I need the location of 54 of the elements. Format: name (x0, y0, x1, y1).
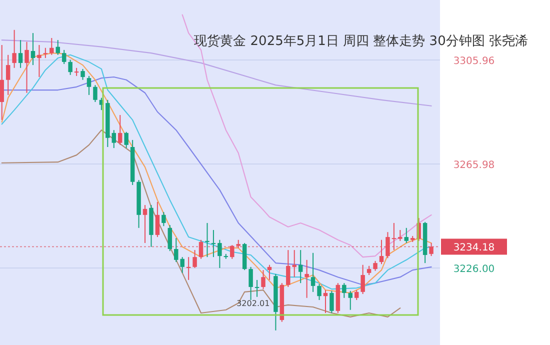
candlestick (68, 59, 72, 76)
candlestick (124, 131, 128, 149)
candlestick (142, 204, 148, 244)
candlestick (261, 270, 266, 290)
candlestick (330, 290, 334, 314)
candlestick (112, 130, 116, 149)
candlestick (323, 290, 328, 314)
annotation: 3202.01 (236, 299, 270, 308)
line-series (1, 130, 401, 318)
candlestick (180, 256, 184, 274)
candlestick (43, 47, 48, 59)
candlestick (292, 250, 296, 278)
candlestick (162, 212, 166, 227)
candlestick (93, 84, 98, 102)
candlestick (80, 68, 85, 80)
candlestick (155, 201, 160, 238)
candlestick (354, 290, 359, 300)
candlestick (398, 230, 402, 242)
candlestick (56, 40, 60, 56)
y-tick-label: 3305.96 (453, 56, 495, 67)
text: 现货黄金 2025年5月1日 周四 整体走势 30分钟图 张尧浠 (194, 34, 528, 49)
candlestick (373, 260, 378, 272)
candlestick (174, 238, 178, 262)
candlestick (342, 282, 346, 298)
line-series (182, 14, 432, 258)
candlestick (304, 259, 309, 298)
candlestick (118, 114, 122, 146)
candlestick (360, 264, 365, 295)
candlestick (248, 266, 253, 300)
candlestick (168, 224, 172, 252)
candlestick (205, 222, 210, 258)
candlestick (62, 49, 66, 65)
candlestick (0, 44, 4, 120)
candlestick (366, 265, 372, 276)
candlestick (50, 37, 54, 56)
y-tick-label: 3265.98 (453, 160, 495, 171)
candlestick (37, 44, 42, 78)
candlestick (267, 264, 272, 280)
candlestick (86, 75, 92, 96)
candlestick (18, 40, 23, 68)
candlestick (286, 250, 290, 288)
y-tick-label: 3226.00 (453, 264, 495, 275)
candlestick (30, 32, 36, 66)
candlestick (348, 290, 352, 310)
candlestick (310, 252, 316, 292)
candlestick (298, 250, 303, 284)
candlestick (317, 283, 322, 300)
ref-line-label: 3234.18 (453, 242, 495, 254)
candlestick (192, 250, 197, 268)
candlestick (12, 29, 16, 68)
candlestick (6, 54, 10, 96)
candlestick (24, 41, 29, 94)
candlestick (404, 227, 409, 244)
candlestick (218, 239, 222, 268)
